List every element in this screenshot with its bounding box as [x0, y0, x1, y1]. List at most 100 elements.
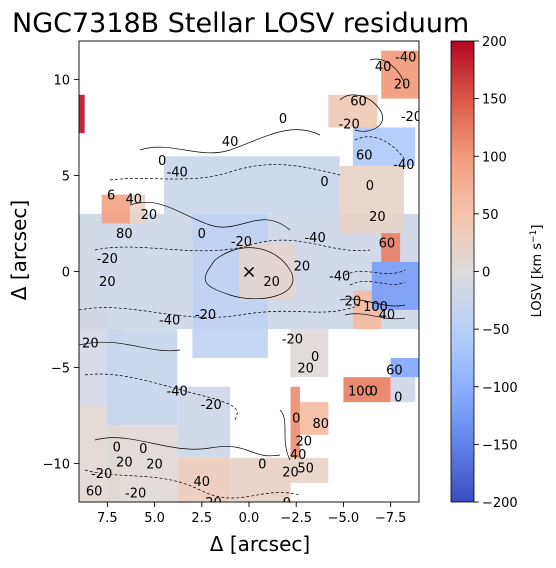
- contour-label: 0: [292, 411, 300, 426]
- contour-label: 0: [320, 175, 328, 190]
- contour-label: -40: [393, 158, 414, 173]
- contour-label: 0: [283, 496, 291, 511]
- contour-label: 40: [126, 193, 143, 208]
- contour-label: -20: [91, 467, 112, 482]
- contour-label: 40: [194, 475, 211, 490]
- contour-label: -20: [401, 110, 422, 125]
- contour-label: -20: [338, 118, 359, 133]
- contour-label: -20: [195, 308, 216, 323]
- colorbar-tick-label: 50: [482, 208, 499, 223]
- contour-line: [204, 247, 294, 300]
- heatmap-cell: [328, 94, 378, 128]
- heatmap-cell: [107, 329, 178, 426]
- contour-label: -40: [167, 166, 188, 181]
- contour-label: 0: [139, 442, 147, 457]
- contour-label: 60: [86, 484, 103, 499]
- contour-label: -20: [231, 235, 252, 250]
- contour-label: 60: [386, 363, 403, 378]
- contour-label: 20: [297, 362, 314, 377]
- contour-label: 60: [356, 148, 373, 163]
- contour-label: 0: [366, 179, 374, 194]
- contour-label: -20: [97, 252, 118, 267]
- contour-label: 20: [99, 275, 116, 290]
- colorbar-tick-label: −150: [482, 438, 518, 453]
- contour-label: 0: [258, 458, 266, 473]
- contour-line: [354, 136, 406, 161]
- contour-line: [79, 341, 181, 352]
- contour-label: 6: [107, 189, 115, 204]
- colorbar-label: LOSV [km s−1]: [529, 225, 545, 318]
- contour-label: -20: [201, 496, 222, 511]
- x-axis-label: Δ [arcsec]: [210, 532, 310, 556]
- contour-line: [339, 94, 383, 132]
- colorbar-tick-label: 0: [482, 266, 490, 281]
- heatmap-cell: [177, 457, 231, 502]
- contour-label: 40: [375, 60, 392, 75]
- heatmap-cell: [290, 457, 329, 483]
- x-tick-label: 0.0: [239, 511, 260, 526]
- contour-line: [339, 298, 406, 307]
- contour-line: [349, 281, 406, 286]
- colorbar-tick-label: −200: [482, 496, 518, 511]
- contour-label: 80: [116, 227, 133, 242]
- x-tick-label: 7.5: [97, 511, 118, 526]
- contour-label: 20: [141, 208, 158, 223]
- heatmap-cell: [352, 127, 416, 166]
- contour-label: 20: [345, 294, 362, 309]
- heatmap-cell: [230, 457, 291, 502]
- heatmap-cell: [79, 94, 85, 134]
- contour-label: -20: [282, 333, 303, 348]
- contour-label: 20: [282, 465, 299, 480]
- contour-line: [369, 58, 406, 86]
- y-axis: 10 5 0 −5 −10: [43, 73, 79, 473]
- colorbar-tick-label: −100: [482, 381, 518, 396]
- contour-lines: [79, 58, 406, 499]
- contour-label: 0: [158, 154, 166, 169]
- contour-line: [344, 269, 406, 276]
- contour-label: 20: [263, 275, 280, 290]
- heatmap-cell: [343, 377, 391, 403]
- colorbar: [450, 40, 475, 503]
- contour-label: -40: [159, 314, 180, 329]
- y-tick-label: −10: [43, 458, 70, 473]
- chart-title: NGC7318B Stellar LOSV residuum: [12, 8, 469, 39]
- contour-label: 20: [294, 260, 311, 275]
- y-axis-label: Δ [arcsec]: [7, 200, 31, 300]
- heatmap-cell: [101, 194, 130, 224]
- contour-label: 60: [379, 237, 396, 252]
- contour-line: [139, 129, 321, 154]
- y-tick-label: 5: [62, 169, 70, 184]
- x-axis: 7.5 5.0 2.5 0.0 −2.5 −5.0 −7.5: [97, 502, 406, 526]
- contour-line: [84, 469, 301, 499]
- contour-label: 20: [369, 210, 386, 225]
- contour-line: [129, 201, 291, 231]
- x-tick-label: −5.0: [328, 511, 360, 526]
- contour-label: -20: [125, 486, 146, 501]
- x-tick-label: −7.5: [375, 511, 407, 526]
- contour-label: -40: [167, 385, 188, 400]
- contour-label: 20: [82, 337, 99, 352]
- contour-line: [94, 437, 281, 457]
- x-tick-label: 5.0: [144, 511, 165, 526]
- heatmap-cell: [290, 386, 300, 458]
- heatmap-cell: [130, 194, 146, 224]
- heatmap-cell: [339, 165, 404, 234]
- contour-label: 20: [146, 458, 163, 473]
- contour-label: 20: [296, 435, 313, 450]
- contour-label: 40: [379, 308, 396, 323]
- contour-label: 0: [113, 440, 121, 455]
- colorbar-tick-label: −50: [482, 323, 509, 338]
- contour-line: [109, 164, 341, 181]
- contour-label: 0: [279, 112, 287, 127]
- contour-label: 40: [290, 448, 307, 463]
- y-tick-label: 0: [62, 266, 70, 281]
- contour-label: 0: [311, 350, 319, 365]
- contour-label: 0: [370, 385, 378, 400]
- contour-label: -40: [304, 231, 325, 246]
- heatmap-cell: [390, 377, 416, 403]
- heatmap-cell: [300, 402, 329, 435]
